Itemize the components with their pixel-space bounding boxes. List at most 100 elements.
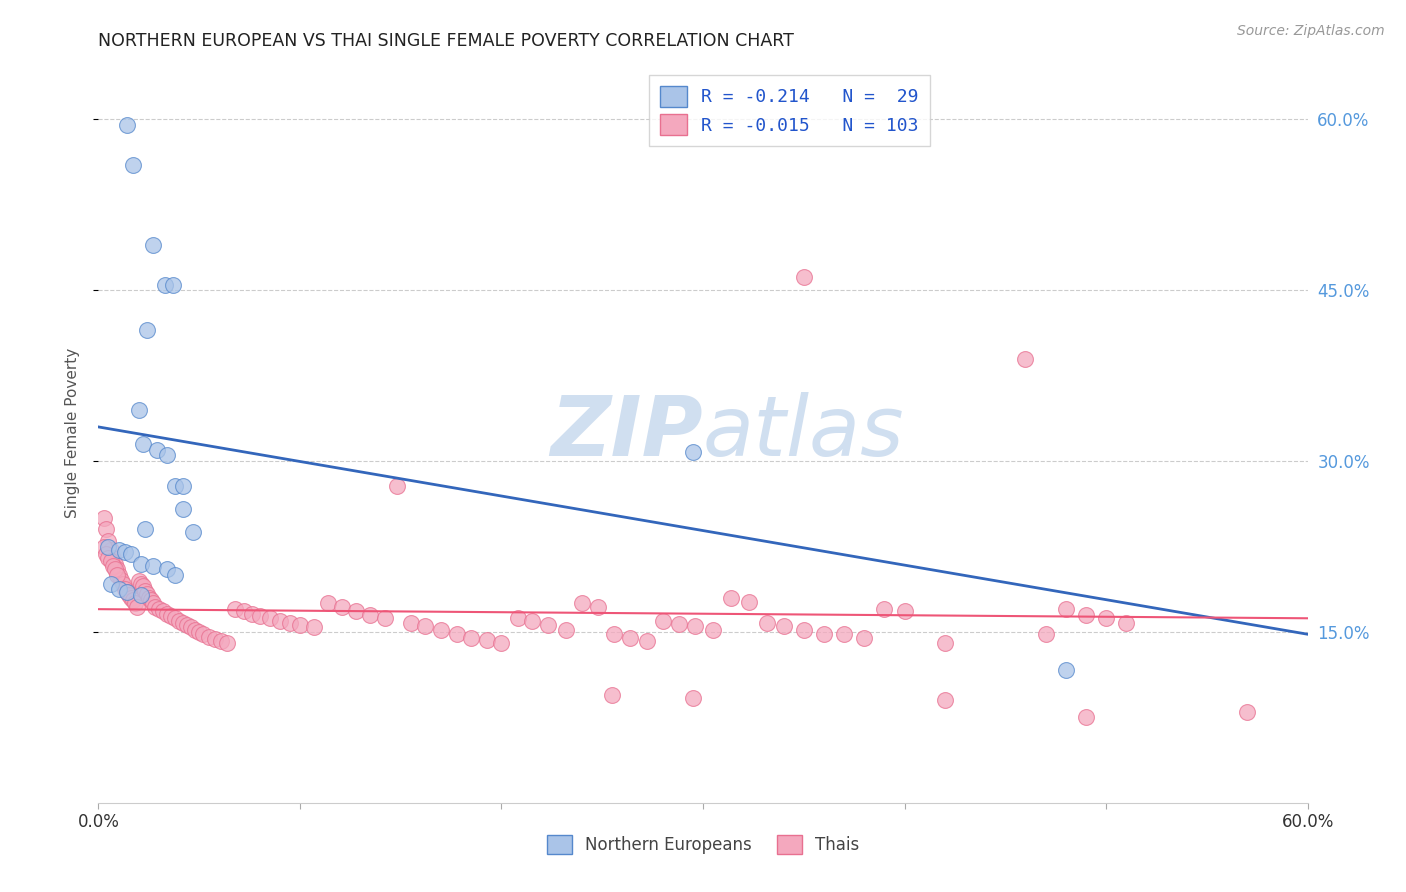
Text: NORTHERN EUROPEAN VS THAI SINGLE FEMALE POVERTY CORRELATION CHART: NORTHERN EUROPEAN VS THAI SINGLE FEMALE … bbox=[98, 32, 794, 50]
Point bbox=[96, 523, 118, 537]
Point bbox=[142, 597, 165, 611]
Point bbox=[125, 599, 148, 614]
Point bbox=[259, 611, 281, 625]
Point bbox=[344, 604, 367, 618]
Point bbox=[148, 602, 170, 616]
Point bbox=[240, 607, 263, 621]
Point bbox=[1054, 663, 1077, 677]
Point bbox=[413, 619, 436, 633]
Point bbox=[135, 587, 157, 601]
Point bbox=[1054, 602, 1077, 616]
Point bbox=[172, 502, 194, 516]
Point bbox=[555, 623, 578, 637]
Point bbox=[105, 562, 128, 576]
Point bbox=[115, 585, 138, 599]
Point bbox=[163, 479, 186, 493]
Point bbox=[135, 323, 157, 337]
Point bbox=[134, 523, 156, 537]
Point bbox=[124, 597, 146, 611]
Point bbox=[138, 591, 160, 605]
Point bbox=[129, 557, 152, 571]
Point bbox=[217, 636, 239, 650]
Point bbox=[506, 611, 529, 625]
Point bbox=[249, 609, 271, 624]
Point bbox=[97, 540, 120, 554]
Point bbox=[682, 691, 704, 706]
Text: Source: ZipAtlas.com: Source: ZipAtlas.com bbox=[1237, 24, 1385, 38]
Point bbox=[360, 607, 382, 622]
Point bbox=[430, 623, 453, 637]
Point bbox=[385, 479, 408, 493]
Point bbox=[156, 449, 179, 463]
Point bbox=[107, 543, 129, 558]
Point bbox=[134, 583, 156, 598]
Point bbox=[111, 577, 134, 591]
Point bbox=[1115, 615, 1137, 630]
Point bbox=[188, 624, 211, 639]
Point bbox=[756, 615, 779, 630]
Y-axis label: Single Female Poverty: Single Female Poverty bbox=[65, 348, 80, 517]
Point bbox=[893, 604, 915, 618]
Text: ZIP: ZIP bbox=[550, 392, 703, 473]
Point bbox=[204, 632, 226, 646]
Point bbox=[571, 597, 593, 611]
Point bbox=[603, 627, 626, 641]
Text: atlas: atlas bbox=[703, 392, 904, 473]
Point bbox=[103, 562, 125, 576]
Point bbox=[1074, 607, 1097, 622]
Point bbox=[107, 568, 129, 582]
Point bbox=[934, 636, 956, 650]
Point bbox=[813, 627, 835, 641]
Point bbox=[162, 277, 184, 292]
Point bbox=[636, 634, 658, 648]
Point bbox=[184, 623, 207, 637]
Point bbox=[114, 545, 136, 559]
Point bbox=[97, 550, 120, 565]
Point bbox=[146, 442, 169, 457]
Point bbox=[101, 550, 124, 565]
Point bbox=[100, 554, 122, 568]
Point bbox=[172, 615, 194, 630]
Point bbox=[121, 593, 143, 607]
Point bbox=[1035, 627, 1057, 641]
Point bbox=[115, 118, 138, 132]
Point bbox=[668, 617, 690, 632]
Point bbox=[107, 582, 129, 596]
Point bbox=[103, 557, 125, 571]
Point bbox=[121, 158, 143, 172]
Point bbox=[793, 269, 815, 284]
Point bbox=[460, 631, 482, 645]
Point bbox=[602, 688, 624, 702]
Point bbox=[316, 597, 339, 611]
Point bbox=[120, 591, 142, 605]
Point bbox=[224, 602, 246, 616]
Point bbox=[163, 611, 186, 625]
Point bbox=[651, 614, 673, 628]
Point bbox=[93, 511, 115, 525]
Point bbox=[702, 623, 724, 637]
Point bbox=[114, 582, 136, 596]
Point bbox=[477, 632, 499, 647]
Point bbox=[93, 540, 115, 554]
Point bbox=[198, 630, 221, 644]
Point bbox=[129, 577, 152, 591]
Point bbox=[142, 237, 165, 252]
Point bbox=[1074, 710, 1097, 724]
Point bbox=[288, 618, 311, 632]
Point bbox=[163, 568, 186, 582]
Point bbox=[520, 614, 543, 628]
Point bbox=[152, 604, 174, 618]
Point bbox=[132, 579, 155, 593]
Point bbox=[232, 604, 254, 618]
Point bbox=[172, 479, 194, 493]
Point bbox=[619, 631, 641, 645]
Point bbox=[132, 437, 155, 451]
Point bbox=[209, 634, 232, 648]
Point bbox=[374, 611, 396, 625]
Point bbox=[129, 589, 152, 603]
Point bbox=[537, 618, 560, 632]
Point bbox=[167, 614, 190, 628]
Point bbox=[128, 574, 150, 588]
Point bbox=[142, 558, 165, 573]
Point bbox=[96, 548, 118, 562]
